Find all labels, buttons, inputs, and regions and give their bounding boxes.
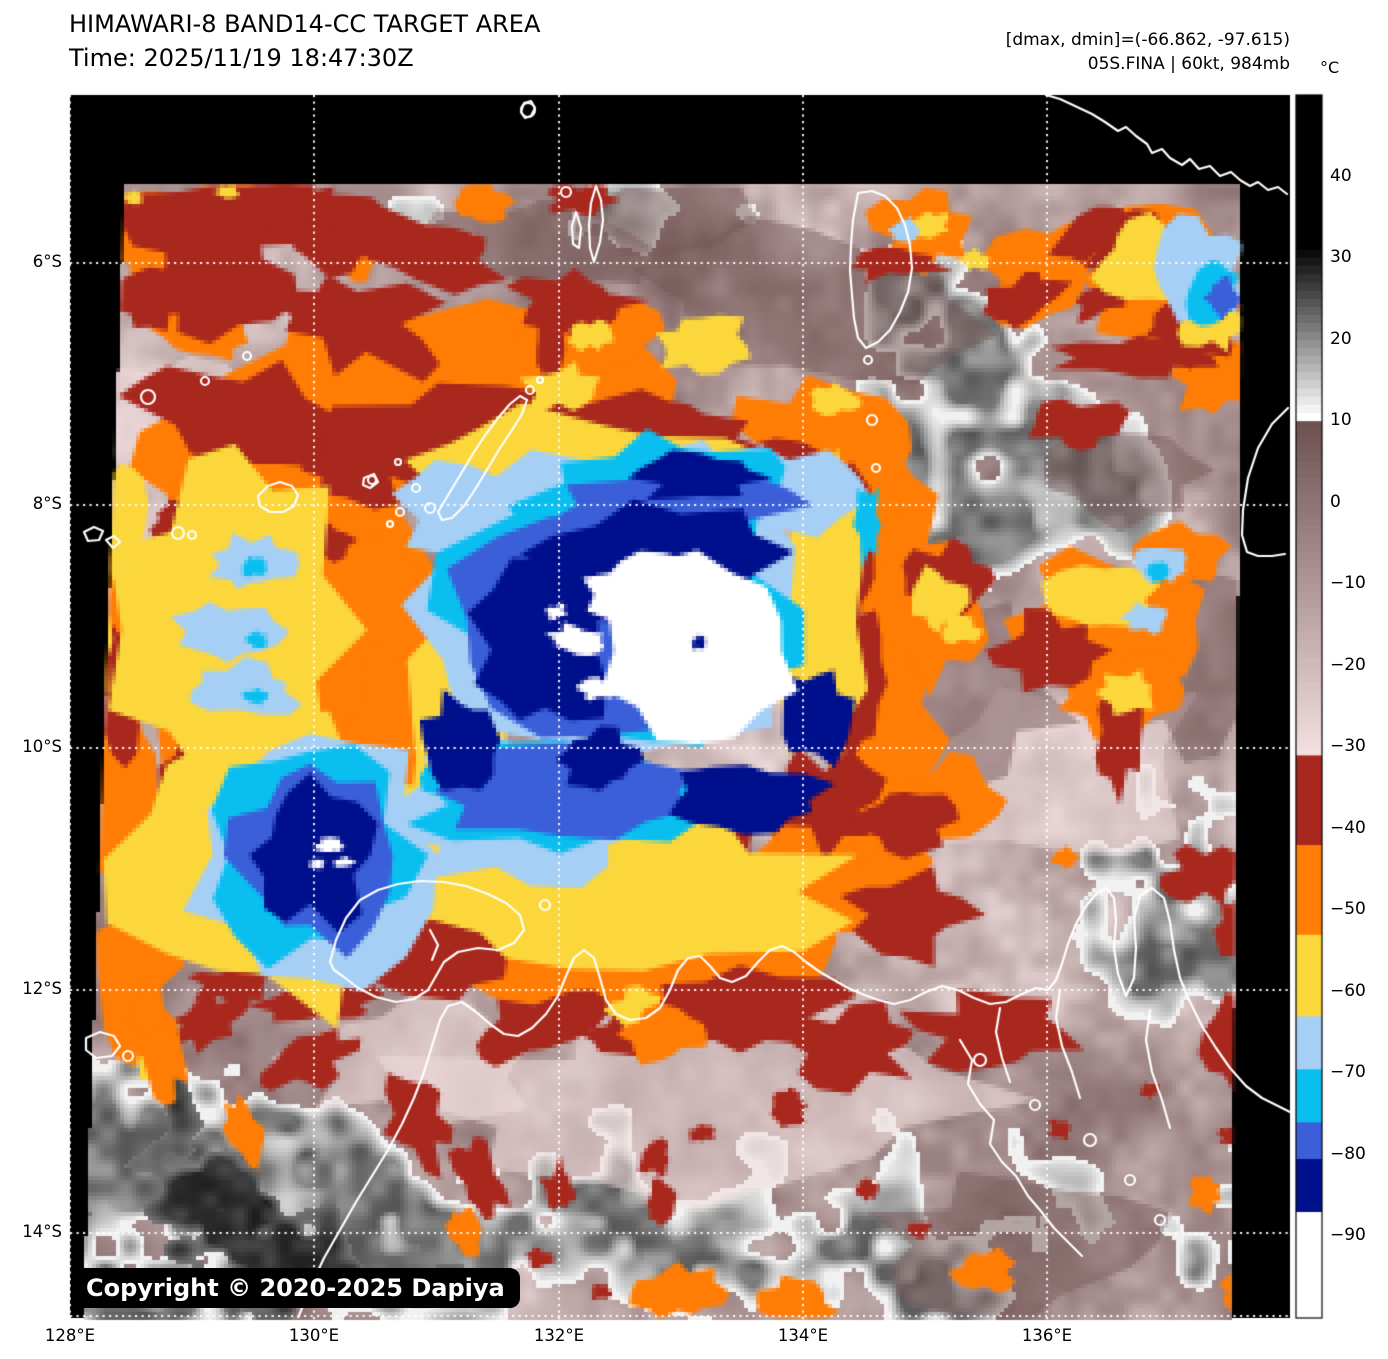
colorbar-unit-label: °C bbox=[1320, 58, 1340, 77]
colorbar-tick-label: 0 bbox=[1330, 491, 1341, 512]
colorbar-tick-label: −70 bbox=[1330, 1062, 1366, 1083]
lat-tick-label: 8°S bbox=[32, 494, 62, 513]
page-title: HIMAWARI-8 BAND14-CC TARGET AREA bbox=[69, 10, 541, 38]
copyright-badge: Copyright © 2020-2025 Dapiya bbox=[71, 1268, 520, 1308]
lon-tick-label: 134°E bbox=[777, 1326, 829, 1345]
lat-tick-label: 10°S bbox=[22, 737, 62, 756]
colorbar-tick-label: 40 bbox=[1330, 165, 1352, 186]
colorbar-tick-label: 30 bbox=[1330, 247, 1352, 268]
time-label: Time: 2025/11/19 18:47:30Z bbox=[69, 44, 414, 72]
colorbar-tick-label: 10 bbox=[1330, 410, 1352, 431]
lat-tick-label: 6°S bbox=[32, 252, 62, 271]
colorbar-tick-label: 20 bbox=[1330, 328, 1352, 349]
colorbar-tick-label: −40 bbox=[1330, 817, 1366, 838]
lat-tick-label: 12°S bbox=[22, 979, 62, 998]
colorbar-tick-label: −50 bbox=[1330, 899, 1366, 920]
lon-tick-label: 128°E bbox=[44, 1326, 96, 1345]
lon-tick-label: 130°E bbox=[288, 1326, 340, 1345]
storm-info-annotation: 05S.FINA | 60kt, 984mb bbox=[1087, 54, 1290, 74]
lat-tick-label: 14°S bbox=[22, 1222, 62, 1241]
lon-tick-label: 132°E bbox=[533, 1326, 585, 1345]
colorbar-tick-label: −60 bbox=[1330, 980, 1366, 1001]
colorbar-tick-label: −80 bbox=[1330, 1143, 1366, 1164]
lon-tick-label: 136°E bbox=[1021, 1326, 1073, 1345]
dmax-dmin-annotation: [dmax, dmin]=(-66.862, -97.615) bbox=[1005, 30, 1290, 50]
colorbar-tick-label: −20 bbox=[1330, 654, 1366, 675]
colorbar-tick-label: −10 bbox=[1330, 573, 1366, 594]
colorbar-tick-label: −90 bbox=[1330, 1225, 1366, 1246]
colorbar-tick-label: −30 bbox=[1330, 736, 1366, 757]
